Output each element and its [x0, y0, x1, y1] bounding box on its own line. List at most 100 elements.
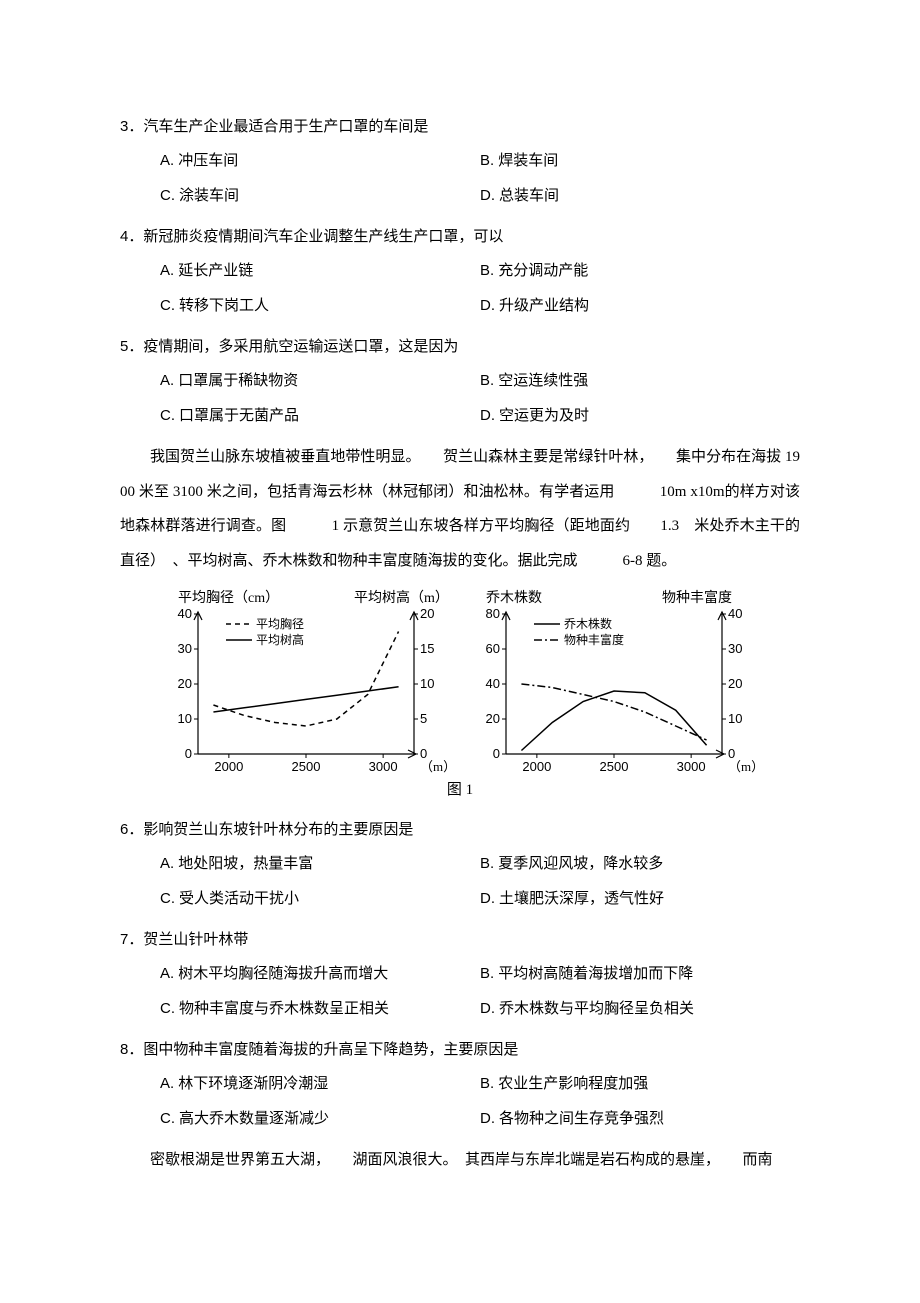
option-letter: D. — [480, 882, 495, 915]
svg-text:60: 60 — [486, 641, 500, 656]
option-A: A.冲压车间 — [160, 144, 480, 177]
svg-text:0: 0 — [185, 746, 192, 761]
option-A: A.林下环境逐渐阴冷潮湿 — [160, 1067, 480, 1100]
option-text: 夏季风迎风坡，降水较多 — [498, 847, 663, 880]
svg-text:10: 10 — [420, 676, 434, 691]
option-text: 充分调动产能 — [498, 254, 588, 287]
option-C: C.物种丰富度与乔木株数呈正相关 — [160, 992, 480, 1025]
option-A: A.口罩属于稀缺物资 — [160, 364, 480, 397]
option-D: D.土壤肥沃深厚，透气性好 — [480, 882, 800, 915]
question-3: 3．汽车生产企业最适合用于生产口罩的车间是A.冲压车间B.焊装车间 C.涂装车间 D… — [120, 110, 800, 212]
svg-text:0: 0 — [493, 746, 500, 761]
question-stem: 6．影响贺兰山东坡针叶林分布的主要原因是 — [120, 813, 800, 847]
question-8: 8．图中物种丰富度随着海拔的升高呈下降趋势，主要原因是A.林下环境逐渐阴冷潮湿B… — [120, 1033, 800, 1135]
option-text: 口罩属于稀缺物资 — [178, 364, 298, 397]
question-6: 6．影响贺兰山东坡针叶林分布的主要原因是A.地处阳坡，热量丰富B.夏季风迎风坡，… — [120, 813, 800, 915]
svg-text:3000: 3000 — [677, 759, 706, 774]
option-D: D.总装车间 — [480, 179, 800, 212]
option-text: 物种丰富度与乔木株数呈正相关 — [179, 992, 389, 1025]
svg-text:乔木株数: 乔木株数 — [564, 616, 612, 631]
svg-text:30: 30 — [178, 641, 192, 656]
option-letter: C. — [160, 1102, 175, 1135]
option-letter: D. — [480, 992, 495, 1025]
svg-text:40: 40 — [486, 676, 500, 691]
option-text: 升级产业结构 — [499, 289, 589, 322]
option-text: 乔木株数与平均胸径呈负相关 — [499, 992, 694, 1025]
option-B: B.农业生产影响程度加强 — [480, 1067, 800, 1100]
passage-1: 我国贺兰山脉东坡植被垂直地带性明显。 贺兰山森林主要是常绿针叶林， 集中分布在海… — [120, 440, 800, 578]
svg-text:20: 20 — [420, 606, 434, 621]
option-text: 各物种之间生存竞争强烈 — [499, 1102, 664, 1135]
svg-text:10: 10 — [728, 711, 742, 726]
svg-text:2500: 2500 — [600, 759, 629, 774]
option-text: 涂装车间 — [179, 179, 239, 212]
option-text: 土壤肥沃深厚，透气性好 — [499, 882, 664, 915]
option-letter: C. — [160, 992, 175, 1025]
option-letter: B. — [480, 144, 494, 177]
option-text: 受人类活动干扰小 — [179, 882, 299, 915]
svg-text:乔木株数: 乔木株数 — [486, 590, 542, 606]
option-text: 农业生产影响程度加强 — [498, 1067, 648, 1100]
option-letter: B. — [480, 364, 494, 397]
option-letter: D. — [480, 1102, 495, 1135]
question-4: 4．新冠肺炎疫情期间汽车企业调整生产线生产口罩，可以A.延长产业链B.充分调动产… — [120, 220, 800, 322]
svg-text:3000: 3000 — [369, 759, 398, 774]
svg-text:（m）: （m） — [420, 759, 456, 774]
option-text: 总装车间 — [499, 179, 559, 212]
svg-text:40: 40 — [178, 606, 192, 621]
question-stem: 7．贺兰山针叶林带 — [120, 923, 800, 957]
svg-text:5: 5 — [420, 711, 427, 726]
options: A.树木平均胸径随海拔升高而增大B.平均树高随着海拔增加而下降C.物种丰富度与乔… — [120, 957, 800, 1025]
option-letter: A. — [160, 957, 174, 990]
svg-text:15: 15 — [420, 641, 434, 656]
options: A.冲压车间B.焊装车间 C.涂装车间 D.总装车间 — [120, 144, 800, 212]
svg-text:物种丰富度: 物种丰富度 — [662, 589, 732, 606]
option-text: 地处阳坡，热量丰富 — [178, 847, 313, 880]
option-text: 高大乔木数量逐渐减少 — [179, 1102, 329, 1135]
question-stem: 3．汽车生产企业最适合用于生产口罩的车间是 — [120, 110, 800, 144]
option-text: 冲压车间 — [178, 144, 238, 177]
svg-text:平均胸径: 平均胸径 — [256, 616, 304, 631]
svg-text:平均树高（m）: 平均树高（m） — [354, 589, 449, 606]
option-text: 延长产业链 — [178, 254, 253, 287]
question-5: 5．疫情期间，多采用航空运输运送口罩，这是因为A.口罩属于稀缺物资B.空运连续性… — [120, 330, 800, 432]
option-letter: D. — [480, 179, 495, 212]
option-text: 焊装车间 — [498, 144, 558, 177]
option-text: 口罩属于无菌产品 — [179, 399, 299, 432]
option-A: A.树木平均胸径随海拔升高而增大 — [160, 957, 480, 990]
svg-text:平均树高: 平均树高 — [256, 632, 304, 647]
option-text: 林下环境逐渐阴冷潮湿 — [178, 1067, 328, 1100]
figure-1: 平均胸径（cm）平均树高（m）0102030400510152020002500… — [120, 588, 800, 778]
svg-text:（m）: （m） — [728, 759, 764, 774]
option-letter: A. — [160, 1067, 174, 1100]
svg-text:30: 30 — [728, 641, 742, 656]
svg-text:40: 40 — [728, 606, 742, 621]
option-text: 空运更为及时 — [499, 399, 589, 432]
option-A: A.延长产业链 — [160, 254, 480, 287]
option-B: B.充分调动产能 — [480, 254, 800, 287]
options: A.延长产业链B.充分调动产能C.转移下岗工人D.升级产业结构 — [120, 254, 800, 322]
option-letter: C. — [160, 289, 175, 322]
chart-trees-richness: 乔木株数物种丰富度020406080010203040200025003000（… — [464, 588, 764, 778]
option-letter: B. — [480, 847, 494, 880]
svg-text:20: 20 — [178, 676, 192, 691]
question-stem: 5．疫情期间，多采用航空运输运送口罩，这是因为 — [120, 330, 800, 364]
option-B: B.焊装车间 — [480, 144, 800, 177]
svg-text:物种丰富度: 物种丰富度 — [564, 632, 624, 647]
option-letter: B. — [480, 957, 494, 990]
figure-caption: 图 1 — [120, 774, 800, 807]
option-letter: C. — [160, 882, 175, 915]
option-text: 转移下岗工人 — [179, 289, 269, 322]
question-stem: 4．新冠肺炎疫情期间汽车企业调整生产线生产口罩，可以 — [120, 220, 800, 254]
option-A: A.地处阳坡，热量丰富 — [160, 847, 480, 880]
option-C: C.口罩属于无菌产品 — [160, 399, 480, 432]
option-C: C.高大乔木数量逐渐减少 — [160, 1102, 480, 1135]
svg-text:80: 80 — [486, 606, 500, 621]
option-D: D.空运更为及时 — [480, 399, 800, 432]
option-letter: C. — [160, 179, 175, 212]
option-text: 树木平均胸径随海拔升高而增大 — [178, 957, 388, 990]
options: A.地处阳坡，热量丰富B.夏季风迎风坡，降水较多 C.受人类活动干扰小 D.土壤肥沃… — [120, 847, 800, 915]
question-7: 7．贺兰山针叶林带A.树木平均胸径随海拔升高而增大B.平均树高随着海拔增加而下降… — [120, 923, 800, 1025]
passage-2: 密歇根湖是世界第五大湖， 湖面风浪很大。 其西岸与东岸北端是岩石构成的悬崖， 而… — [120, 1143, 800, 1178]
option-text: 平均树高随着海拔增加而下降 — [498, 957, 693, 990]
